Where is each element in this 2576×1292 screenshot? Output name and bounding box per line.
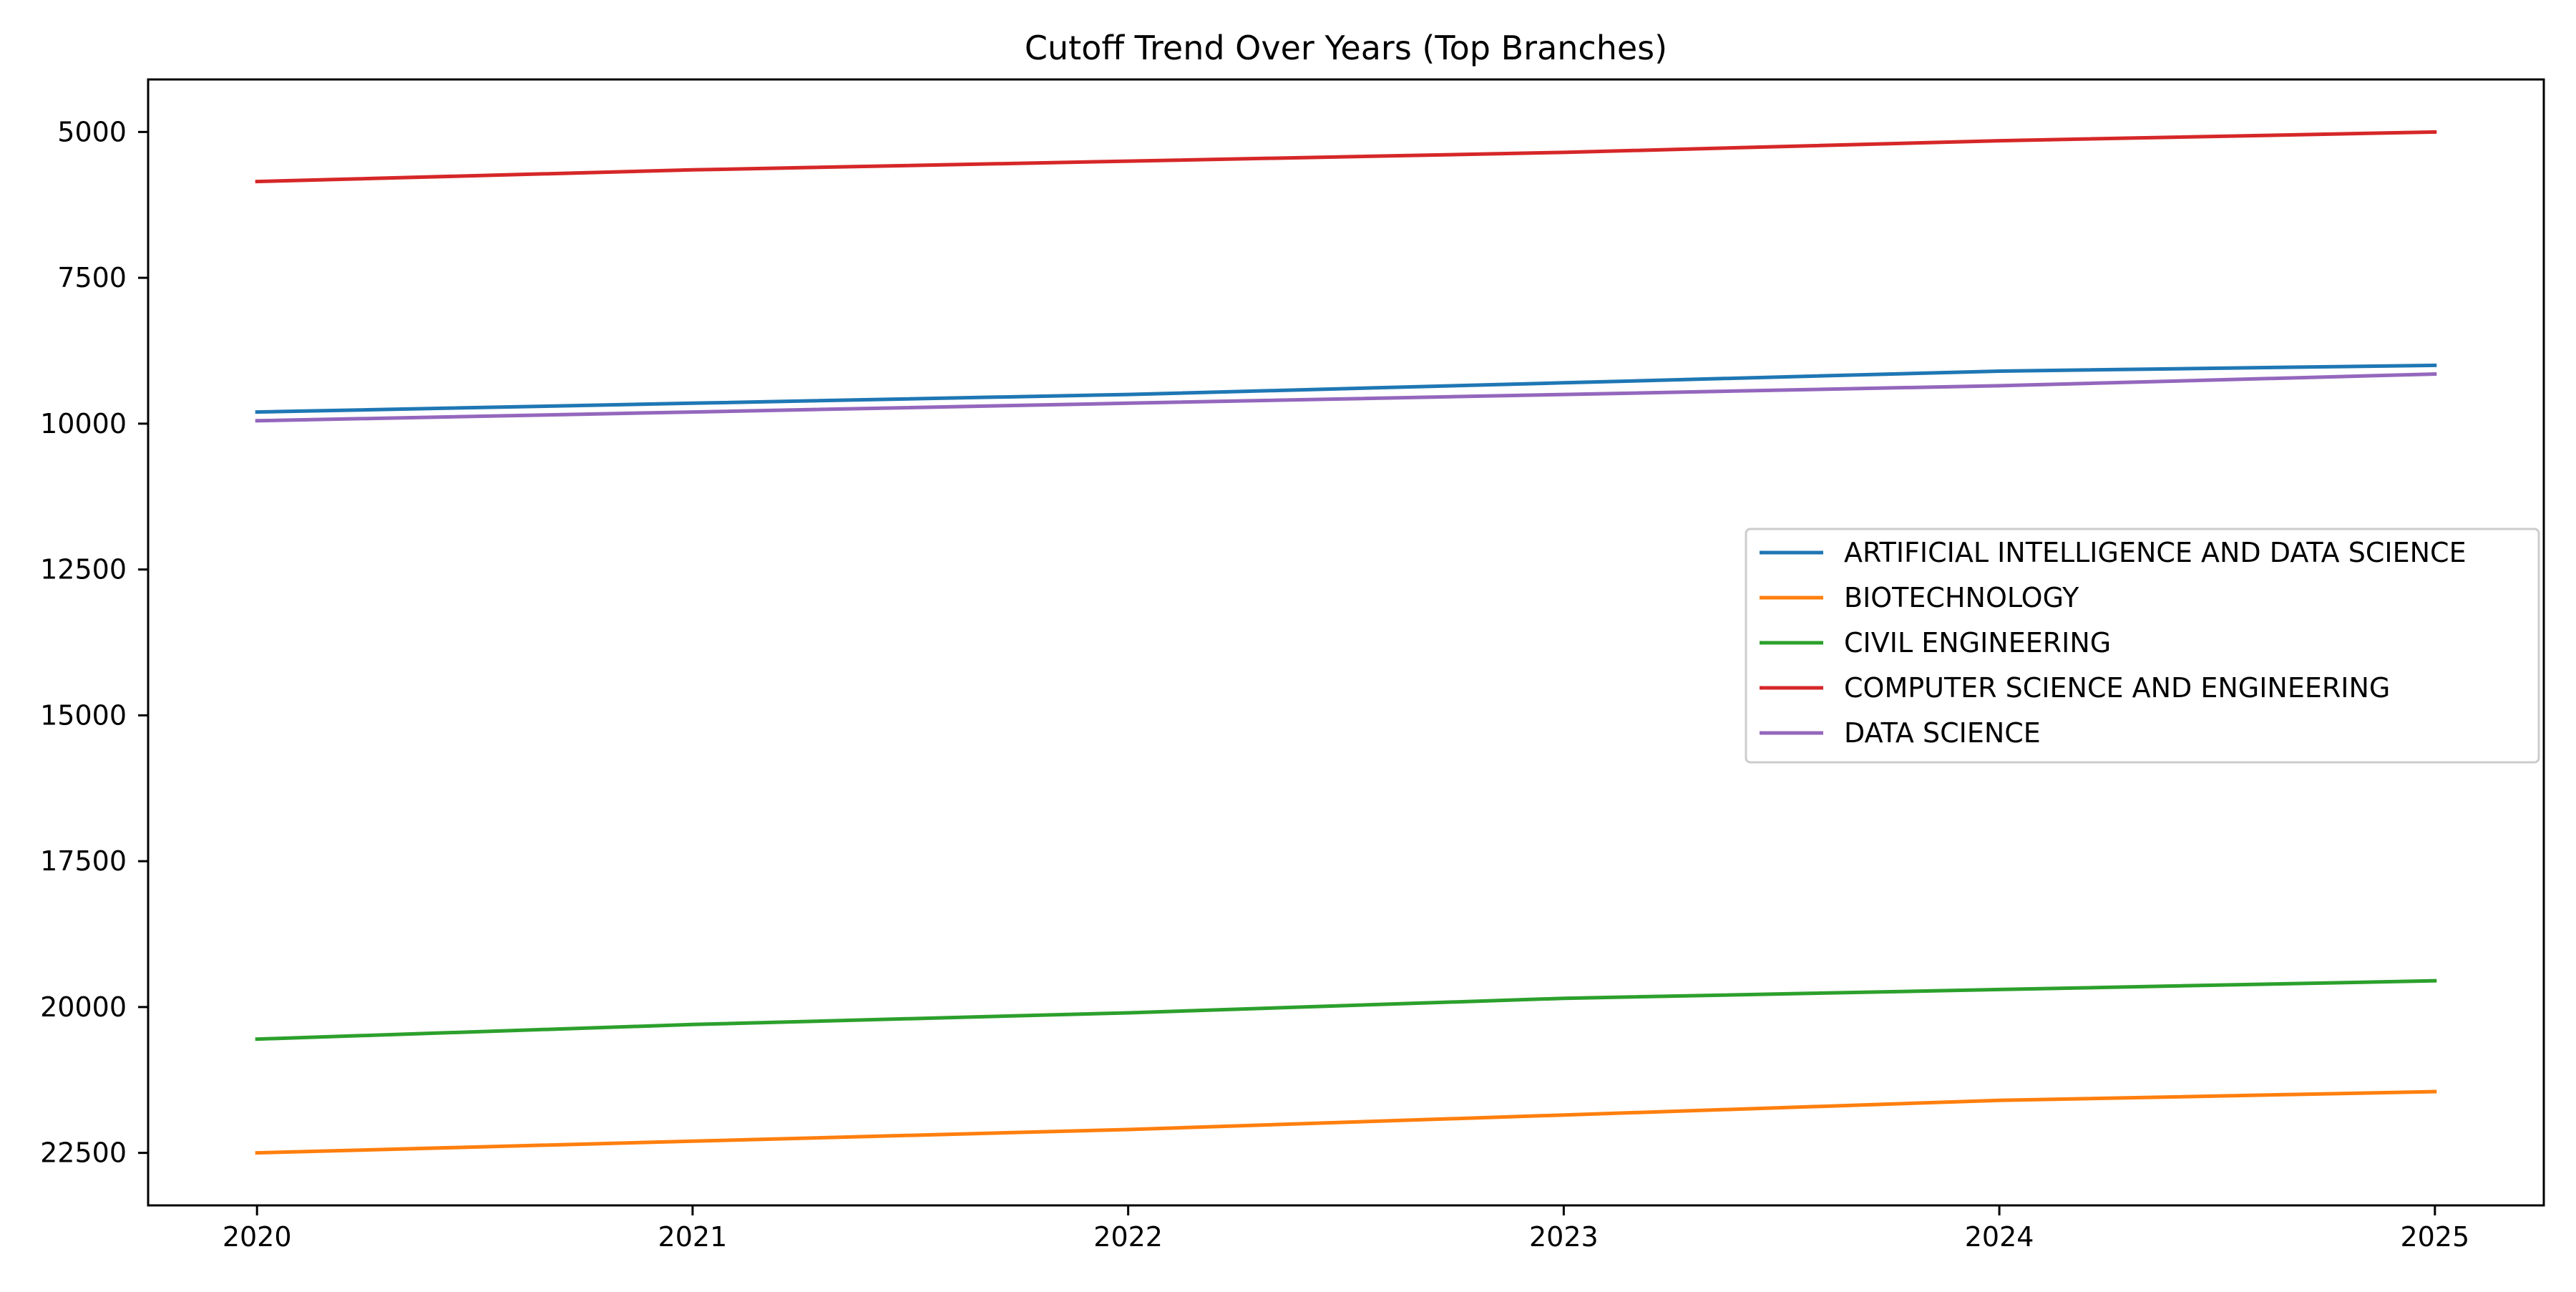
y-tick-label: 12500 — [40, 554, 127, 586]
x-tick-label: 2021 — [658, 1221, 728, 1253]
x-tick-label: 2024 — [1965, 1221, 2034, 1253]
x-tick-label: 2020 — [223, 1221, 292, 1253]
axes-frame — [147, 78, 2545, 1207]
x-tick-label: 2022 — [1093, 1221, 1163, 1253]
chart-title: Cutoff Trend Over Years (Top Branches) — [1025, 29, 1667, 67]
legend-label: DATA SCIENCE — [1844, 717, 2041, 749]
y-tick-label: 20000 — [40, 991, 127, 1023]
y-tick-label: 17500 — [40, 845, 127, 877]
y-tick-label: 7500 — [57, 262, 127, 293]
series-line-2 — [255, 1089, 2437, 1155]
series-line-1 — [255, 363, 2437, 414]
legend-label: ARTIFICIAL INTELLIGENCE AND DATA SCIENCE — [1844, 537, 2467, 568]
series-line-4 — [255, 130, 2437, 184]
y-tick-label: 15000 — [40, 699, 127, 731]
legend-box — [1745, 528, 2540, 764]
series-line-5 — [255, 372, 2437, 423]
y-tick-label: 5000 — [57, 116, 127, 147]
legend-label: COMPUTER SCIENCE AND ENGINEERING — [1844, 672, 2390, 704]
axis-ticks: 2020 2021 2022 2023 2024 2025 5000 7500 10000 125… — [40, 116, 2469, 1253]
y-tick-label: 10000 — [40, 408, 127, 439]
x-tick-label: 2023 — [1529, 1221, 1599, 1253]
series-line-3 — [255, 978, 2437, 1041]
legend: ARTIFICIAL INTELLIGENCE AND DATA SCIENCE… — [1745, 528, 2540, 764]
legend-label: CIVIL ENGINEERING — [1844, 627, 2111, 659]
x-tick-label: 2025 — [2400, 1221, 2469, 1253]
series-lines — [255, 130, 2437, 1155]
y-tick-label: 22500 — [40, 1137, 127, 1169]
legend-label: BIOTECHNOLOGY — [1844, 582, 2079, 613]
